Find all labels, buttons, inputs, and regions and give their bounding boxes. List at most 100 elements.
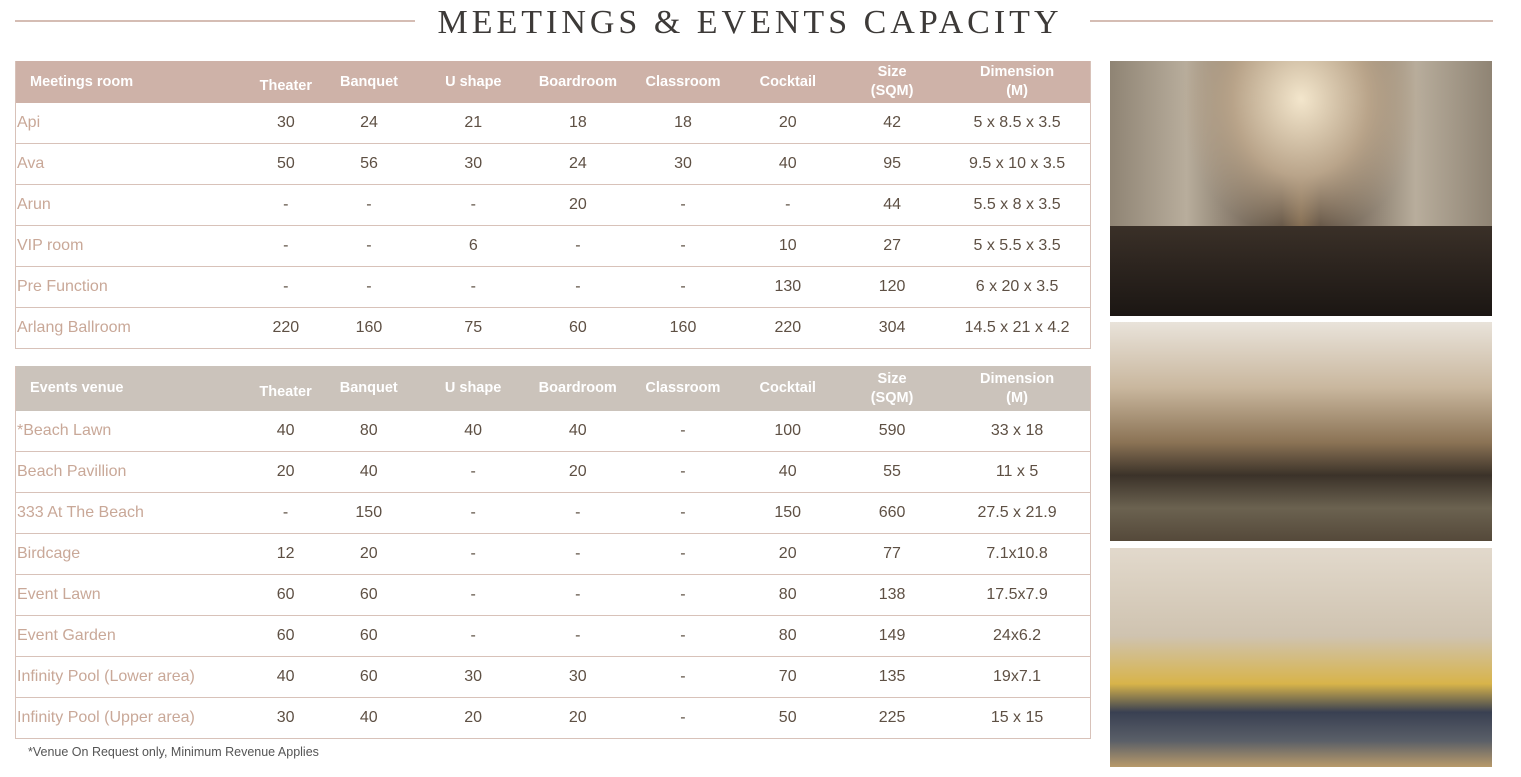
table-header-row: Events venue Theater Banquet U shape Boardro… bbox=[15, 366, 1091, 411]
capacity-cell: 150 bbox=[735, 492, 840, 534]
capacity-cell: 60 bbox=[254, 574, 317, 616]
table-row: Api 30 24 21 18 18 20 42 5 x 8.5 x 3.5 bbox=[15, 103, 1091, 144]
column-header: U shape bbox=[444, 380, 502, 396]
capacity-cell: 135 bbox=[839, 656, 945, 698]
capacity-cell: - bbox=[316, 266, 422, 308]
venue-name: Beach Pavillion bbox=[15, 451, 255, 493]
capacity-cell: 20 bbox=[316, 533, 422, 575]
capacity-cell: - bbox=[630, 266, 736, 308]
capacity-cell: 20 bbox=[525, 697, 631, 739]
capacity-cell: - bbox=[630, 492, 736, 534]
column-header: Dimension (M) bbox=[980, 64, 1055, 99]
column-header: Size (SQM) bbox=[870, 370, 914, 406]
capacity-cell: 20 bbox=[525, 184, 631, 226]
capacity-cell: - bbox=[421, 451, 526, 493]
capacity-cell: - bbox=[254, 492, 317, 534]
capacity-cell: - bbox=[421, 533, 526, 575]
capacity-cell: 12 bbox=[254, 533, 317, 575]
capacity-cell: 11 x 5 bbox=[944, 451, 1091, 493]
capacity-cell: - bbox=[421, 184, 526, 226]
capacity-cell: 40 bbox=[735, 143, 841, 185]
column-header: Size (SQM) bbox=[870, 64, 914, 99]
capacity-cell: 20 bbox=[421, 697, 526, 739]
column-header: Cocktail bbox=[759, 73, 817, 90]
table-row: Event Garden 60 60- - -80 149 24x6.2 bbox=[15, 615, 1091, 657]
capacity-cell: 30 bbox=[630, 143, 736, 185]
capacity-cell: 660 bbox=[839, 492, 945, 534]
capacity-cell: 138 bbox=[839, 574, 945, 616]
column-header: Classroom bbox=[645, 73, 721, 90]
table-row: Pre Function - - - - -130 120 6 x 20 x 3.5 bbox=[15, 266, 1091, 308]
capacity-cell: - bbox=[421, 615, 526, 657]
footnote: *Venue On Request only, Minimum Revenue … bbox=[28, 745, 319, 759]
capacity-cell: - bbox=[525, 492, 631, 534]
column-header: Events venue bbox=[30, 380, 124, 396]
capacity-cell: 40 bbox=[421, 411, 526, 452]
capacity-cell: - bbox=[630, 184, 736, 226]
venue-name: Birdcage bbox=[15, 533, 255, 575]
capacity-cell: 80 bbox=[316, 411, 422, 452]
capacity-cell: 60 bbox=[254, 615, 317, 657]
capacity-cell: 44 bbox=[840, 184, 945, 226]
meeting-room-photo bbox=[1110, 61, 1492, 316]
capacity-cell: 60 bbox=[525, 307, 631, 349]
venue-name: Infinity Pool (Upper area) bbox=[15, 697, 255, 739]
capacity-cell: 20 bbox=[735, 103, 841, 144]
capacity-cell: 19x7.1 bbox=[944, 656, 1091, 698]
capacity-cell: 95 bbox=[840, 143, 945, 185]
capacity-cell: 220 bbox=[735, 307, 841, 349]
venue-name: 333 At The Beach bbox=[15, 492, 255, 534]
capacity-cell: - bbox=[421, 266, 526, 308]
venue-name: Event Lawn bbox=[15, 574, 255, 616]
meetings-capacity-table: Meetings room Theater Banquet U shape Boardr… bbox=[15, 61, 1091, 349]
capacity-cell: 20 bbox=[735, 533, 840, 575]
venue-name: Infinity Pool (Lower area) bbox=[15, 656, 255, 698]
capacity-cell: 18 bbox=[630, 103, 736, 144]
capacity-cell: 40 bbox=[316, 451, 422, 493]
capacity-cell: - bbox=[316, 225, 422, 267]
capacity-cell: 60 bbox=[316, 656, 422, 698]
column-header: U shape bbox=[445, 73, 502, 90]
capacity-cell: 304 bbox=[840, 307, 945, 349]
capacity-cell: 30 bbox=[254, 697, 317, 739]
capacity-cell: 30 bbox=[421, 656, 526, 698]
venue-name: Event Garden bbox=[15, 615, 255, 657]
capacity-cell: 20 bbox=[254, 451, 317, 493]
capacity-cell: - bbox=[630, 615, 736, 657]
capacity-cell: 80 bbox=[735, 615, 840, 657]
page-title: MEETINGS & EVENTS CAPACITY bbox=[437, 4, 1063, 41]
capacity-cell: 17.5x7.9 bbox=[944, 574, 1091, 616]
capacity-cell: 60 bbox=[316, 615, 422, 657]
capacity-cell: 5.5 x 8 x 3.5 bbox=[944, 184, 1091, 226]
capacity-cell: 40 bbox=[316, 697, 422, 739]
capacity-cell: - bbox=[421, 574, 526, 616]
column-header: Banquet bbox=[339, 380, 398, 396]
title-divider-right bbox=[1090, 20, 1493, 22]
column-header: Banquet bbox=[339, 73, 398, 90]
capacity-cell: - bbox=[630, 656, 736, 698]
capacity-cell: 42 bbox=[840, 103, 945, 144]
capacity-cell: 30 bbox=[254, 103, 317, 144]
capacity-cell: 160 bbox=[316, 307, 422, 349]
capacity-cell: 120 bbox=[840, 266, 945, 308]
capacity-cell: - bbox=[525, 533, 631, 575]
venue-name: Pre Function bbox=[15, 266, 255, 308]
capacity-cell: - bbox=[630, 225, 736, 267]
capacity-cell: 6 bbox=[421, 225, 526, 267]
capacity-cell: 6 x 20 x 3.5 bbox=[944, 266, 1091, 308]
column-header: Boardroom bbox=[538, 380, 617, 396]
capacity-cell: - bbox=[254, 266, 317, 308]
capacity-cell: - bbox=[421, 492, 526, 534]
capacity-cell: 40 bbox=[254, 411, 317, 452]
table-row: Infinity Pool (Upper area) 30 40 20 20-50 225… bbox=[15, 697, 1091, 739]
capacity-cell: - bbox=[316, 184, 422, 226]
capacity-cell: 20 bbox=[525, 451, 631, 493]
capacity-cell: 30 bbox=[421, 143, 526, 185]
capacity-cell: 27.5 x 21.9 bbox=[944, 492, 1091, 534]
ballroom-photo bbox=[1110, 322, 1492, 541]
vip-lounge-photo bbox=[1110, 548, 1492, 767]
capacity-cell: 130 bbox=[735, 266, 841, 308]
column-header: Boardroom bbox=[538, 73, 617, 90]
capacity-cell: - bbox=[630, 533, 736, 575]
capacity-cell: 55 bbox=[839, 451, 945, 493]
